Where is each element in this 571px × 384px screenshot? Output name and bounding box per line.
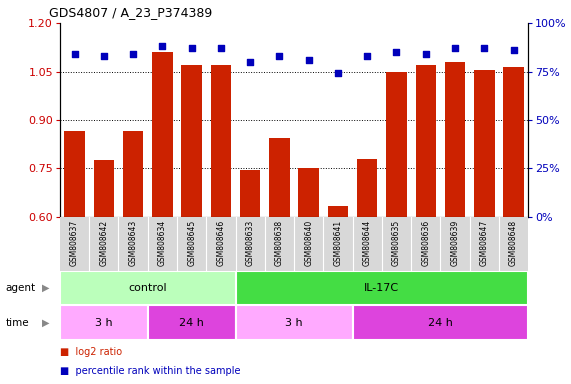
Text: agent: agent <box>6 283 36 293</box>
Point <box>275 53 284 59</box>
Text: ■  log2 ratio: ■ log2 ratio <box>60 347 122 357</box>
Text: GSM808642: GSM808642 <box>99 220 108 266</box>
Point <box>128 51 138 57</box>
Text: 3 h: 3 h <box>286 318 303 328</box>
Bar <box>60 305 148 340</box>
Point <box>187 45 196 51</box>
Bar <box>148 305 236 340</box>
Text: GSM808633: GSM808633 <box>246 220 255 266</box>
Bar <box>236 305 353 340</box>
Text: GSM808638: GSM808638 <box>275 220 284 266</box>
Text: GSM808648: GSM808648 <box>509 220 518 266</box>
Text: GSM808640: GSM808640 <box>304 220 313 266</box>
Text: GSM808634: GSM808634 <box>158 220 167 266</box>
Bar <box>236 271 528 305</box>
Text: control: control <box>128 283 167 293</box>
Text: ▶: ▶ <box>42 283 50 293</box>
Text: GSM808637: GSM808637 <box>70 220 79 266</box>
Point <box>99 53 108 59</box>
Point <box>363 53 372 59</box>
Text: ■  percentile rank within the sample: ■ percentile rank within the sample <box>60 366 240 376</box>
Text: GSM808645: GSM808645 <box>187 220 196 266</box>
Text: IL-17C: IL-17C <box>364 283 400 293</box>
Bar <box>328 206 348 217</box>
Text: GSM808635: GSM808635 <box>392 220 401 266</box>
Bar <box>60 271 236 305</box>
Bar <box>152 52 172 217</box>
Text: GSM808639: GSM808639 <box>451 220 460 266</box>
Bar <box>211 65 231 217</box>
Bar <box>240 170 260 217</box>
Bar <box>445 62 465 217</box>
Text: GSM808636: GSM808636 <box>421 220 431 266</box>
Point <box>70 51 79 57</box>
Point <box>480 45 489 51</box>
Text: ▶: ▶ <box>42 318 50 328</box>
Bar <box>182 65 202 217</box>
Bar <box>353 305 528 340</box>
Bar <box>269 138 289 217</box>
Text: 24 h: 24 h <box>428 318 453 328</box>
Text: GSM808643: GSM808643 <box>128 220 138 266</box>
Point <box>392 49 401 55</box>
Point <box>509 47 518 53</box>
Text: GDS4807 / A_23_P374389: GDS4807 / A_23_P374389 <box>49 6 212 19</box>
Bar <box>94 161 114 217</box>
Bar <box>60 217 528 271</box>
Bar <box>474 70 494 217</box>
Bar <box>299 169 319 217</box>
Text: 3 h: 3 h <box>95 318 112 328</box>
Text: GSM808644: GSM808644 <box>363 220 372 266</box>
Bar <box>503 67 524 217</box>
Bar <box>65 131 85 217</box>
Text: 24 h: 24 h <box>179 318 204 328</box>
Bar <box>416 65 436 217</box>
Text: GSM808646: GSM808646 <box>216 220 226 266</box>
Point <box>421 51 431 57</box>
Point <box>451 45 460 51</box>
Point <box>246 59 255 65</box>
Point <box>304 57 313 63</box>
Text: GSM808641: GSM808641 <box>333 220 343 266</box>
Bar <box>123 131 143 217</box>
Text: GSM808647: GSM808647 <box>480 220 489 266</box>
Point <box>158 43 167 50</box>
Bar <box>357 159 377 217</box>
Point <box>333 70 343 76</box>
Point <box>216 45 226 51</box>
Bar <box>386 71 407 217</box>
Text: time: time <box>6 318 29 328</box>
